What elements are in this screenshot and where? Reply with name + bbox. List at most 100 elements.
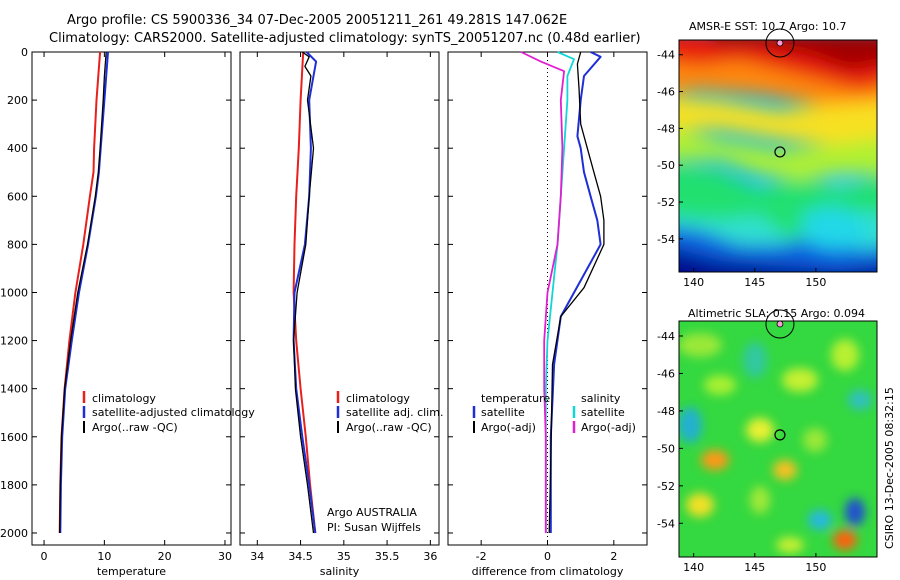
previous-profile-dot — [776, 320, 784, 328]
x-tick-label: 0 — [41, 550, 48, 563]
map-y-tick-label: -50 — [657, 442, 675, 455]
sla-anomaly — [679, 333, 722, 357]
x-tick-label: 30 — [218, 550, 232, 563]
legend-label-satellite-adjusted: satellite-adjusted climatology — [92, 406, 255, 419]
legend-label-temp-satellite: satellite — [481, 406, 525, 419]
sst-band-green — [679, 163, 877, 240]
legend-label-argo: Argo(..raw -QC) — [346, 421, 432, 434]
map-x-tick-label: 150 — [805, 561, 826, 574]
map-x-tick-label: 145 — [744, 276, 765, 289]
x-tick-label: 35.5 — [375, 550, 400, 563]
sla-anomaly — [704, 375, 736, 395]
map-y-tick-label: -52 — [657, 196, 675, 209]
temperature-legend: climatology satellite-adjusted climatolo… — [82, 391, 255, 434]
legend-label-climatology: climatology — [92, 392, 156, 405]
argo-pi-note: PI: Susan Wijffels — [327, 521, 421, 534]
map-y-tick-label: -54 — [657, 233, 675, 246]
map-y-tick-label: -48 — [657, 122, 675, 135]
legend-label-satellite-adj: satellite adj. clim. — [346, 406, 443, 419]
figure-title-line1: Argo profile: CS 5900336_34 07-Dec-2005 … — [67, 13, 567, 28]
previous-profile-track-marker — [765, 309, 795, 339]
sla-map — [679, 321, 877, 557]
sla-anomaly — [845, 498, 865, 526]
x-tick-label: -2 — [476, 550, 487, 563]
profile-location-marker — [774, 429, 786, 441]
x-tick-label: 35 — [337, 550, 351, 563]
sla-anomaly — [831, 339, 859, 371]
series-line-argo-raw-qc — [59, 51, 107, 534]
salinity-chart: 34 34.5 35 35.5 36 salinity — [240, 51, 439, 578]
map-y-tick-label: -44 — [657, 49, 675, 62]
sst-map-axes: 140 145 150 -44 -46 -48 -50 -52 -54 — [657, 28, 826, 289]
salinity-legend: climatology satellite adj. clim. Argo(..… — [327, 391, 443, 534]
y-tick-label: 1200 — [0, 335, 28, 348]
sla-map-axes: 140 145 150 -44 -46 -48 -50 -52 -54 — [657, 309, 826, 574]
y-tick-label: 800 — [7, 238, 28, 251]
sla-anomaly — [776, 537, 804, 553]
sla-map-frame — [678, 320, 878, 558]
y-tick-label: 400 — [7, 142, 28, 155]
sla-anomaly — [746, 418, 774, 442]
legend-label-sal-argo: Argo(-adj) — [581, 421, 636, 434]
map-x-tick-label: 140 — [683, 276, 704, 289]
legend-label-climatology: climatology — [346, 392, 410, 405]
previous-profile-track-marker — [765, 28, 795, 58]
map-y-tick-label: -46 — [657, 86, 675, 99]
argo-country-note: Argo AUSTRALIA — [327, 506, 417, 519]
sla-anomaly — [686, 493, 714, 517]
map-y-tick-label: -48 — [657, 405, 675, 418]
y-tick-label: 600 — [7, 190, 28, 203]
temperature-axes-frame — [31, 51, 232, 546]
map-x-tick-label: 145 — [744, 561, 765, 574]
x-axis-label: difference from climatology — [472, 565, 624, 578]
sla-anomaly — [848, 390, 872, 410]
map-y-tick-label: -52 — [657, 480, 675, 493]
sst-field — [679, 40, 877, 272]
sla-anomaly — [750, 486, 770, 514]
sst-map — [679, 40, 877, 272]
legend-label-temp-argo: Argo(-adj) — [481, 421, 536, 434]
profile-location-marker — [774, 146, 786, 158]
series-line-satellite-adjusted-climatology — [59, 51, 109, 534]
x-tick-label: 10 — [97, 550, 111, 563]
difference-chart: -2 0 2 difference from climatology — [448, 51, 647, 578]
sla-anomaly — [701, 450, 729, 470]
series-line-temperature-argo-adj — [548, 51, 605, 534]
map-y-tick-label: -44 — [657, 330, 675, 343]
sla-anomaly — [833, 530, 857, 550]
y-tick-label: 2000 — [0, 527, 28, 540]
y-tick-label: 1600 — [0, 431, 28, 444]
sla-field — [679, 333, 872, 553]
temperature-chart: 0 10 20 30 0 200 400 600 800 1000 1200 1400 1600 1800… — [0, 46, 232, 578]
sla-map-title: Altimetric SLA: 0.15 Argo: 0.094 — [688, 307, 865, 320]
salinity-axes-frame — [239, 51, 440, 546]
side-stamp: CSIRO 13-Dec-2005 08:32:15 — [883, 387, 896, 549]
sst-map-frame — [678, 39, 878, 273]
legend-label-sal-satellite: satellite — [581, 406, 625, 419]
map-y-tick-label: -50 — [657, 159, 675, 172]
sst-band-lime — [679, 129, 877, 180]
x-axis-label: temperature — [97, 565, 166, 578]
series-line-satellite-adj-clim — [292, 51, 318, 534]
sst-band-yellow — [679, 96, 877, 145]
series-line-salinity-argo-adj — [520, 51, 565, 533]
x-axis-label: salinity — [320, 565, 360, 578]
map-y-tick-label: -46 — [657, 367, 675, 380]
previous-profile-dot — [776, 39, 784, 47]
x-tick-label: 36 — [423, 550, 437, 563]
x-tick-label: 20 — [158, 550, 172, 563]
y-tick-label: 200 — [7, 94, 28, 107]
series-line-argo-raw-qc — [292, 51, 315, 534]
sst-map-title: AMSR-E SST: 10.7 Argo: 10.7 — [689, 20, 847, 33]
sla-anomaly — [679, 407, 702, 443]
map-x-tick-label: 140 — [683, 561, 704, 574]
x-tick-label: 34.5 — [288, 550, 313, 563]
y-tick-label: 1000 — [0, 286, 28, 299]
map-x-tick-label: 150 — [805, 276, 826, 289]
sst-band-darkred — [713, 40, 877, 70]
y-tick-label: 1400 — [0, 383, 28, 396]
sst-band-cyan-tongue — [800, 205, 870, 250]
sla-anomaly — [808, 510, 832, 530]
y-tick-label: 0 — [21, 46, 28, 59]
